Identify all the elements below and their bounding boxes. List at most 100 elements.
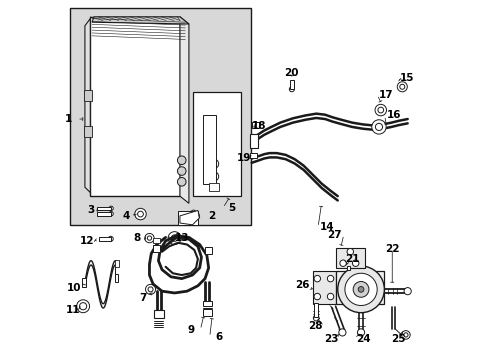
Text: 15: 15: [399, 73, 413, 83]
Circle shape: [375, 123, 382, 131]
Text: 10: 10: [67, 283, 81, 293]
Circle shape: [338, 329, 346, 336]
Text: 9: 9: [187, 325, 195, 335]
Bar: [289, 80, 294, 89]
Circle shape: [403, 333, 407, 337]
Text: 22: 22: [384, 244, 399, 254]
Bar: [312, 271, 335, 304]
Text: 11: 11: [66, 305, 80, 315]
Circle shape: [377, 107, 383, 113]
Bar: [249, 153, 257, 158]
Bar: [202, 309, 211, 316]
Circle shape: [326, 275, 333, 282]
Circle shape: [339, 260, 346, 266]
Circle shape: [177, 167, 185, 175]
Circle shape: [144, 233, 154, 243]
Bar: [203, 116, 215, 184]
Bar: [314, 303, 317, 317]
Circle shape: [326, 293, 333, 300]
Circle shape: [147, 236, 151, 240]
Circle shape: [313, 293, 320, 300]
Text: 18: 18: [252, 121, 266, 131]
Text: 4: 4: [122, 211, 130, 221]
Circle shape: [80, 303, 86, 310]
Circle shape: [396, 82, 407, 92]
Circle shape: [177, 177, 185, 186]
Text: 3: 3: [87, 206, 95, 216]
Circle shape: [313, 275, 320, 282]
Circle shape: [168, 231, 181, 244]
Bar: [83, 90, 92, 101]
Circle shape: [209, 159, 218, 168]
Circle shape: [337, 266, 384, 313]
Circle shape: [109, 206, 113, 211]
Text: 1: 1: [64, 114, 72, 124]
Circle shape: [403, 288, 410, 295]
Bar: [250, 134, 258, 148]
Polygon shape: [92, 17, 188, 24]
Circle shape: [251, 153, 255, 158]
Circle shape: [346, 248, 353, 255]
Bar: [202, 301, 211, 306]
Circle shape: [313, 315, 319, 321]
Circle shape: [374, 104, 386, 116]
Circle shape: [137, 211, 143, 217]
Bar: [115, 260, 119, 267]
Circle shape: [109, 212, 113, 216]
Bar: [204, 247, 212, 253]
Bar: [99, 237, 110, 241]
Circle shape: [399, 84, 404, 89]
Circle shape: [211, 161, 216, 166]
Circle shape: [352, 260, 358, 266]
Text: 14: 14: [319, 222, 334, 232]
Bar: [335, 271, 384, 304]
Text: 6: 6: [215, 332, 222, 342]
Bar: [82, 278, 85, 287]
Circle shape: [401, 330, 409, 339]
Bar: [90, 17, 180, 196]
Bar: [153, 310, 163, 318]
Text: 7: 7: [140, 293, 147, 303]
Circle shape: [135, 208, 146, 220]
Circle shape: [77, 300, 89, 313]
Text: 12: 12: [80, 236, 95, 246]
Circle shape: [190, 210, 196, 216]
Circle shape: [182, 212, 188, 220]
Text: 21: 21: [344, 254, 359, 264]
Bar: [209, 183, 218, 192]
Circle shape: [148, 287, 153, 292]
Polygon shape: [85, 19, 90, 193]
Text: 23: 23: [324, 333, 338, 343]
Circle shape: [171, 235, 178, 241]
Circle shape: [344, 273, 376, 306]
Circle shape: [289, 87, 294, 92]
Text: 28: 28: [307, 321, 322, 331]
Polygon shape: [180, 211, 199, 225]
Circle shape: [357, 287, 363, 292]
Bar: [153, 238, 160, 243]
Text: 25: 25: [390, 333, 405, 343]
Circle shape: [209, 172, 218, 181]
Text: 19: 19: [236, 153, 250, 163]
Text: 20: 20: [284, 68, 299, 78]
Circle shape: [357, 329, 364, 336]
Text: 8: 8: [133, 233, 140, 243]
Text: 27: 27: [327, 230, 342, 239]
Text: 13: 13: [174, 233, 188, 243]
Circle shape: [352, 282, 368, 297]
Circle shape: [203, 310, 209, 315]
Bar: [97, 207, 111, 211]
Bar: [115, 274, 118, 282]
Text: 5: 5: [228, 203, 235, 213]
Circle shape: [145, 284, 155, 294]
Bar: [335, 248, 364, 268]
Bar: [192, 92, 241, 196]
Bar: [70, 8, 251, 225]
Bar: [97, 212, 111, 216]
Bar: [178, 211, 198, 225]
Bar: [251, 122, 258, 129]
Polygon shape: [180, 17, 188, 203]
Text: 17: 17: [378, 90, 393, 100]
Text: 24: 24: [356, 333, 370, 343]
Circle shape: [371, 120, 386, 134]
